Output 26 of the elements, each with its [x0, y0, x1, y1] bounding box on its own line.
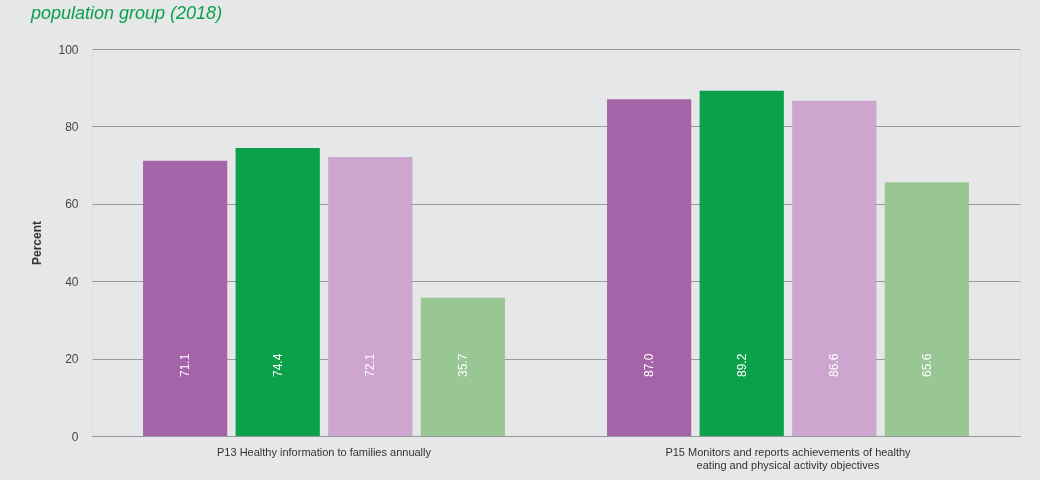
bar [607, 99, 692, 436]
y-tick-label: 20 [65, 352, 79, 367]
data-label: 89.2 [734, 353, 749, 377]
chart-title: population group (2018) [29, 3, 223, 23]
y-tick-label: 80 [65, 119, 79, 134]
data-label: 72.1 [363, 353, 378, 377]
bar [792, 100, 877, 436]
data-label: 74.4 [270, 353, 285, 377]
x-tick-label: P15 Monitors and reports achievements of healthy eating and physical activity objectives [665, 445, 912, 471]
bar [699, 90, 784, 436]
data-label: 71.1 [178, 353, 193, 377]
data-label: 86.6 [827, 353, 842, 377]
bar [884, 182, 969, 436]
bar [328, 156, 413, 436]
data-label: 65.6 [919, 353, 934, 377]
bar [143, 160, 228, 436]
data-label: 87.0 [642, 353, 657, 377]
data-label: 35.7 [455, 353, 470, 377]
y-tick-label: 100 [58, 42, 79, 57]
x-tick-label: P13 Healthy information to families annually [216, 445, 432, 458]
y-tick-label: 60 [65, 197, 79, 212]
y-axis-title: Percent [30, 220, 45, 266]
bar [235, 148, 320, 436]
bar [420, 297, 505, 436]
y-tick-label: 40 [65, 274, 79, 289]
y-tick-label: 0 [71, 429, 79, 444]
